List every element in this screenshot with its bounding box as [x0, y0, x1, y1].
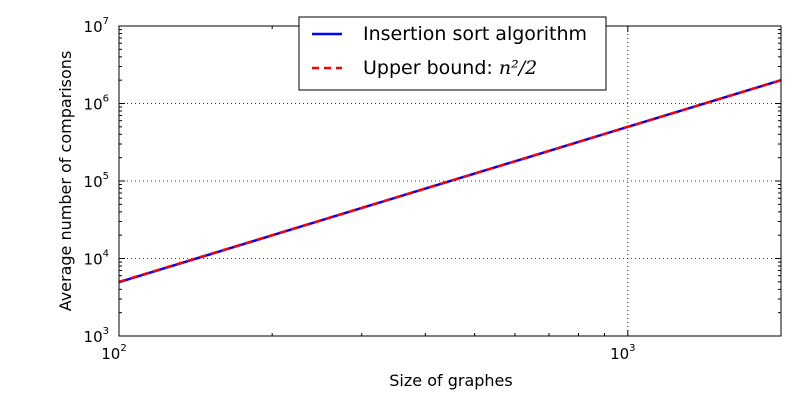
legend-box: [298, 16, 607, 91]
x-tick-base: 10: [101, 345, 120, 363]
x-tick-exponent: 3: [629, 343, 635, 354]
y-tick-label: 105: [84, 171, 109, 191]
y-tick-base: 10: [84, 18, 103, 36]
y-tick-exponent: 6: [103, 94, 109, 105]
y-tick-label: 107: [84, 16, 109, 36]
x-tick-label: 102: [101, 343, 126, 363]
x-tick-label: 103: [610, 343, 635, 363]
y-tick-label: 106: [84, 94, 109, 114]
legend-label-upper-bound-math: n²/2: [499, 57, 537, 79]
y-tick-exponent: 4: [103, 249, 109, 260]
y-tick-base: 10: [84, 173, 103, 191]
legend-label-insertion-sort: Insertion sort algorithm: [363, 23, 587, 45]
y-tick-exponent: 7: [103, 16, 109, 27]
legend: Insertion sort algorithm Upper bound: n²…: [298, 16, 607, 91]
y-tick-label: 104: [84, 249, 109, 269]
series-layer: [118, 78, 782, 284]
series-line-upper-bound: [118, 78, 782, 284]
x-axis-label: Size of graphes: [389, 371, 512, 390]
y-axis-label: Average number of comparisons: [56, 51, 75, 312]
y-tick-base: 10: [84, 251, 103, 269]
legend-label-upper-bound-prefix: Upper bound:: [363, 57, 499, 79]
x-tick-base: 10: [610, 345, 629, 363]
y-tick-exponent: 5: [103, 171, 109, 182]
x-tick-exponent: 2: [120, 343, 126, 354]
y-tick-exponent: 3: [103, 326, 109, 337]
y-tick-label: 103: [84, 326, 109, 346]
y-tick-base: 10: [84, 328, 103, 346]
legend-label-upper-bound: Upper bound: n²/2: [363, 57, 537, 79]
y-tick-base: 10: [84, 96, 103, 114]
